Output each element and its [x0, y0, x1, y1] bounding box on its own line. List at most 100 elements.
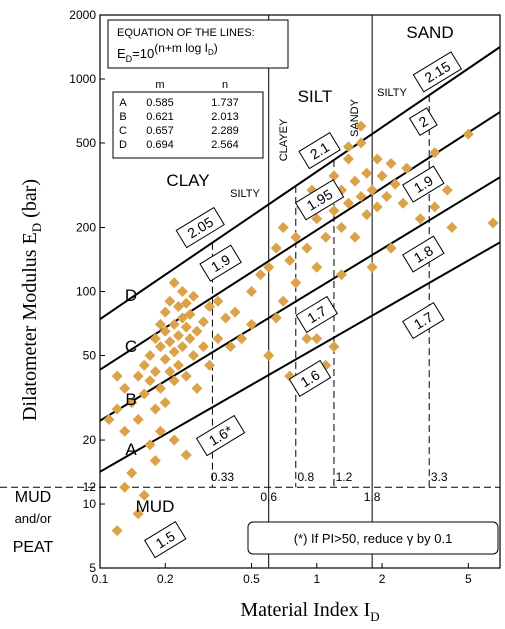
equation-line — [100, 46, 500, 320]
data-point — [335, 269, 347, 281]
data-point — [385, 242, 397, 254]
data-point — [246, 286, 258, 297]
y-tick-label: 1000 — [69, 72, 96, 86]
x-tick-label: 2 — [379, 572, 386, 586]
data-point — [366, 184, 378, 196]
data-point — [311, 333, 323, 345]
y-tick-label: 2000 — [69, 8, 96, 22]
gamma-box — [298, 132, 341, 170]
data-point — [361, 167, 373, 179]
x-tick-label: 0.2 — [157, 572, 174, 586]
equation-part: ) — [214, 41, 218, 55]
data-point — [159, 397, 171, 409]
data-point — [236, 333, 248, 345]
data-point — [176, 312, 188, 324]
data-point — [311, 213, 323, 225]
data-point — [126, 397, 138, 409]
gamma-box — [294, 179, 345, 221]
boundary-label: 3.3 — [431, 470, 448, 484]
table-name: B — [119, 111, 126, 123]
data-point — [311, 261, 323, 273]
data-point — [441, 184, 453, 196]
data-point — [138, 388, 150, 400]
data-point — [188, 290, 200, 302]
data-point — [138, 359, 150, 371]
data-point — [414, 213, 426, 225]
zone-label: CLAY — [166, 171, 209, 190]
data-point — [132, 508, 144, 520]
table-m: 0.585 — [146, 97, 174, 109]
note: (*) If PI>50, reduce γ by 0.1 — [294, 531, 453, 546]
data-point — [180, 370, 192, 382]
zone-label: SANDY — [349, 98, 361, 137]
data-point — [144, 439, 156, 451]
gamma-label: 1.8 — [402, 235, 445, 273]
data-point — [220, 312, 232, 324]
data-point — [371, 201, 383, 213]
data-point — [429, 147, 441, 159]
y-tick-label: 50 — [83, 348, 97, 362]
equation-line — [100, 241, 500, 473]
data-point — [335, 222, 347, 234]
data-point — [342, 153, 354, 165]
data-point — [290, 277, 302, 289]
data-point — [164, 295, 176, 307]
data-point — [103, 413, 115, 425]
data-point — [385, 158, 397, 170]
data-point — [126, 467, 138, 479]
data-point — [111, 403, 123, 415]
x-axis-title-text: Material Index I — [240, 599, 370, 621]
data-point — [144, 375, 156, 387]
data-point — [381, 190, 393, 202]
data-point — [172, 301, 184, 313]
data-point — [246, 318, 258, 330]
data-point — [172, 359, 184, 371]
equation: ED=10(n+m log ID) — [117, 41, 218, 64]
data-point — [301, 242, 313, 254]
data-point — [197, 316, 209, 328]
data-point — [355, 120, 367, 132]
data-point — [204, 301, 216, 313]
x-tick-label: 1 — [313, 572, 320, 586]
data-point — [361, 209, 373, 221]
data-point — [462, 128, 474, 140]
gamma-label: 1.9 — [402, 165, 445, 203]
y-tick-label: 100 — [76, 285, 96, 299]
data-point — [159, 353, 171, 365]
line-letter: C — [125, 337, 137, 356]
x-tick-label: 0.5 — [243, 572, 260, 586]
data-point — [111, 525, 123, 537]
table-n: 2.013 — [211, 111, 239, 123]
gamma-box — [175, 206, 225, 249]
data-point — [277, 222, 289, 234]
data-point — [180, 297, 192, 309]
y-tick-label: 12 — [83, 480, 97, 494]
data-point — [225, 341, 237, 353]
y-axis-title-sub: D — [29, 223, 44, 232]
data-point — [132, 413, 144, 425]
points-layer — [0, 120, 500, 537]
equation-box — [107, 19, 289, 69]
side-label: PEAT — [13, 539, 54, 556]
data-point — [212, 333, 224, 345]
x-tick-label: 5 — [465, 572, 472, 586]
data-point — [255, 269, 267, 281]
gamma-label: 1.9 — [199, 244, 242, 282]
data-point — [144, 349, 156, 361]
data-point — [111, 370, 123, 382]
gamma-label: 2.15 — [412, 51, 463, 93]
gamma-box — [295, 295, 339, 334]
gamma-box — [402, 235, 445, 273]
table-m: 0.621 — [146, 111, 174, 123]
data-point — [342, 141, 354, 153]
data-point — [389, 178, 401, 190]
data-point — [355, 137, 367, 149]
data-point — [188, 349, 200, 361]
table-m: 0.657 — [146, 125, 174, 137]
line-letter: A — [125, 440, 137, 459]
data-point — [168, 346, 180, 358]
data-point — [191, 382, 203, 394]
data-point — [138, 489, 150, 501]
gamma-label: 2.1 — [298, 132, 341, 170]
side-label: MUD — [15, 489, 51, 506]
